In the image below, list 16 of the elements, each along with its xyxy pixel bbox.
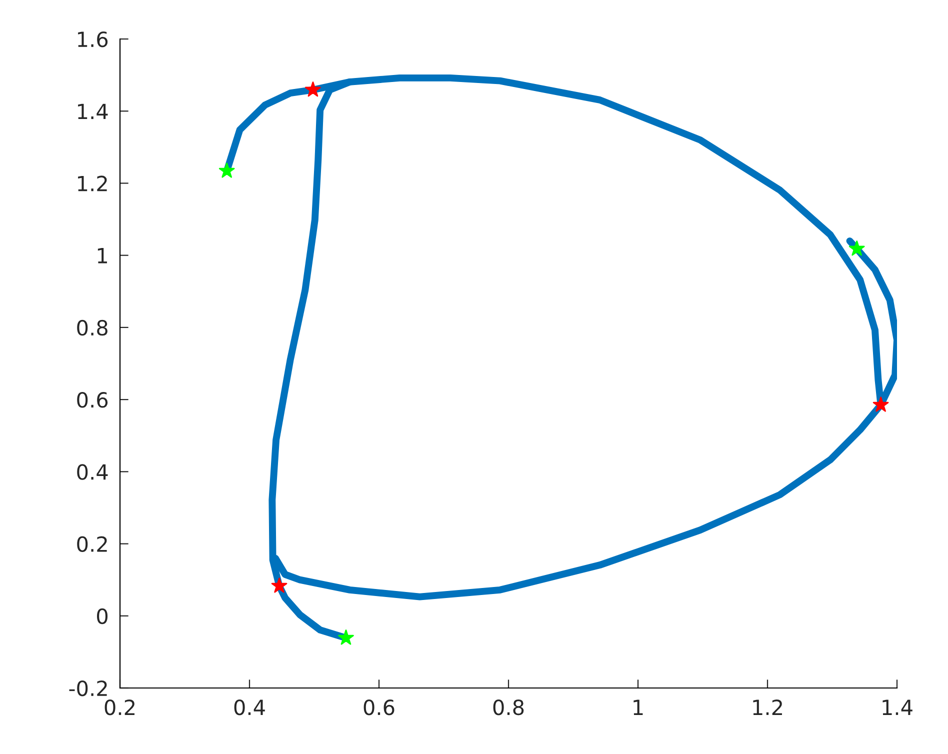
y-tick-label: 0 <box>97 608 108 624</box>
y-tick-label: 1.6 <box>78 31 108 48</box>
x-tick-label: 1 <box>634 700 643 715</box>
y-tick-label: 1.2 <box>78 176 107 192</box>
y-tick-label: 0.4 <box>77 464 108 480</box>
y-tick-label: 0.6 <box>77 392 108 408</box>
x-tick-label: 1.4 <box>882 700 912 715</box>
y-tick-label: 1 <box>98 248 107 264</box>
x-tick-label: 0.4 <box>234 699 265 716</box>
y-tick-label: 0.8 <box>77 320 108 336</box>
x-tick-label: 0.8 <box>493 699 524 716</box>
y-tick-label: -0.2 <box>69 680 107 696</box>
x-tick-label: 1.2 <box>753 699 782 715</box>
y-tick-label: 1.4 <box>78 104 108 120</box>
x-tick-label: 0.6 <box>364 699 394 716</box>
y-tick-label: 0.2 <box>77 536 107 552</box>
